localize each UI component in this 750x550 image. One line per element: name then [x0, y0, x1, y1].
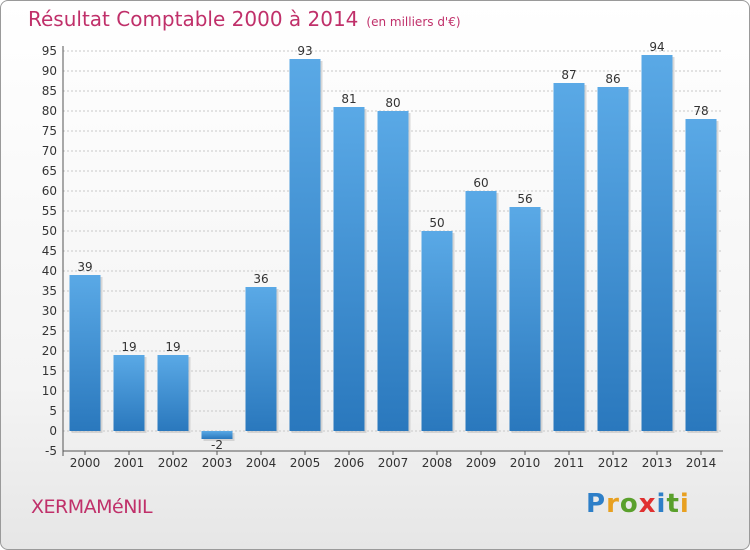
y-tick-label: 50: [42, 224, 57, 238]
chart-title-text: Résultat Comptable 2000 à 2014: [28, 7, 359, 31]
y-tick-label: 55: [42, 204, 57, 218]
bar: [333, 107, 365, 431]
x-tick-label: 2003: [202, 456, 233, 470]
y-tick-label: 40: [42, 264, 57, 278]
bar: [289, 59, 321, 431]
bar: [509, 207, 541, 431]
x-tick-label: 2009: [466, 456, 497, 470]
logo-letter: r: [606, 489, 620, 519]
logo-letter: i: [656, 489, 667, 519]
proxiti-logo[interactable]: Proxiti: [586, 489, 690, 519]
y-tick-label: 0: [49, 424, 57, 438]
x-tick-label: 2014: [686, 456, 717, 470]
data-label: 78: [693, 104, 708, 118]
y-tick-label: 90: [42, 64, 57, 78]
data-label: -2: [211, 438, 223, 452]
y-tick-label: 35: [42, 284, 57, 298]
x-tick-label: 2011: [554, 456, 585, 470]
data-label: 39: [77, 260, 92, 274]
bar: [245, 287, 277, 431]
bar: [553, 83, 585, 431]
commune-name: XERMAMéNIL: [31, 496, 153, 518]
data-label: 87: [561, 68, 576, 82]
y-tick-label: 20: [42, 344, 57, 358]
data-label: 86: [605, 72, 620, 86]
data-label: 93: [297, 44, 312, 58]
y-tick-label: 95: [42, 44, 57, 58]
y-tick-label: 75: [42, 124, 57, 138]
x-tick-label: 2006: [334, 456, 365, 470]
x-tick-label: 2004: [246, 456, 277, 470]
chart-title: Résultat Comptable 2000 à 2014 (en millie…: [28, 7, 461, 31]
x-tick-label: 2013: [642, 456, 673, 470]
bar: [377, 111, 409, 431]
x-tick-label: 2008: [422, 456, 453, 470]
y-tick-label: 5: [49, 404, 57, 418]
data-label: 94: [649, 40, 664, 54]
y-tick-label: 25: [42, 324, 57, 338]
data-label: 19: [121, 340, 136, 354]
y-tick-label: 65: [42, 164, 57, 178]
data-label: 60: [473, 176, 488, 190]
x-tick-label: 2007: [378, 456, 409, 470]
y-tick-label: 70: [42, 144, 57, 158]
chart-unit-label: (en milliers d'€): [366, 15, 461, 29]
logo-letter: P: [586, 489, 607, 519]
bar: [597, 87, 629, 431]
data-label: 80: [385, 96, 400, 110]
data-label: 50: [429, 216, 444, 230]
y-tick-label: 15: [42, 364, 57, 378]
data-label: 36: [253, 272, 268, 286]
x-tick-label: 2005: [290, 456, 321, 470]
x-tick-label: 2001: [114, 456, 145, 470]
data-label: 56: [517, 192, 532, 206]
logo-letter: o: [619, 489, 639, 519]
x-tick-label: 2012: [598, 456, 629, 470]
x-tick-label: 2000: [70, 456, 101, 470]
bar: [69, 275, 101, 431]
logo-letter: i: [679, 489, 690, 519]
y-tick-label: -5: [45, 444, 57, 458]
y-tick-label: 30: [42, 304, 57, 318]
y-tick-label: 45: [42, 244, 57, 258]
bar: [685, 119, 717, 431]
bar: [201, 431, 233, 439]
x-tick-label: 2010: [510, 456, 541, 470]
x-tick-label: 2002: [158, 456, 189, 470]
bar: [157, 355, 189, 431]
bar: [465, 191, 497, 431]
y-tick-label: 10: [42, 384, 57, 398]
bar: [421, 231, 453, 431]
y-tick-label: 85: [42, 84, 57, 98]
data-label: 81: [341, 92, 356, 106]
y-tick-label: 60: [42, 184, 57, 198]
logo-letter: x: [638, 489, 657, 519]
logo-letter: t: [666, 489, 680, 519]
data-label: 19: [165, 340, 180, 354]
bar: [113, 355, 145, 431]
y-tick-label: 80: [42, 104, 57, 118]
bar: [641, 55, 673, 431]
